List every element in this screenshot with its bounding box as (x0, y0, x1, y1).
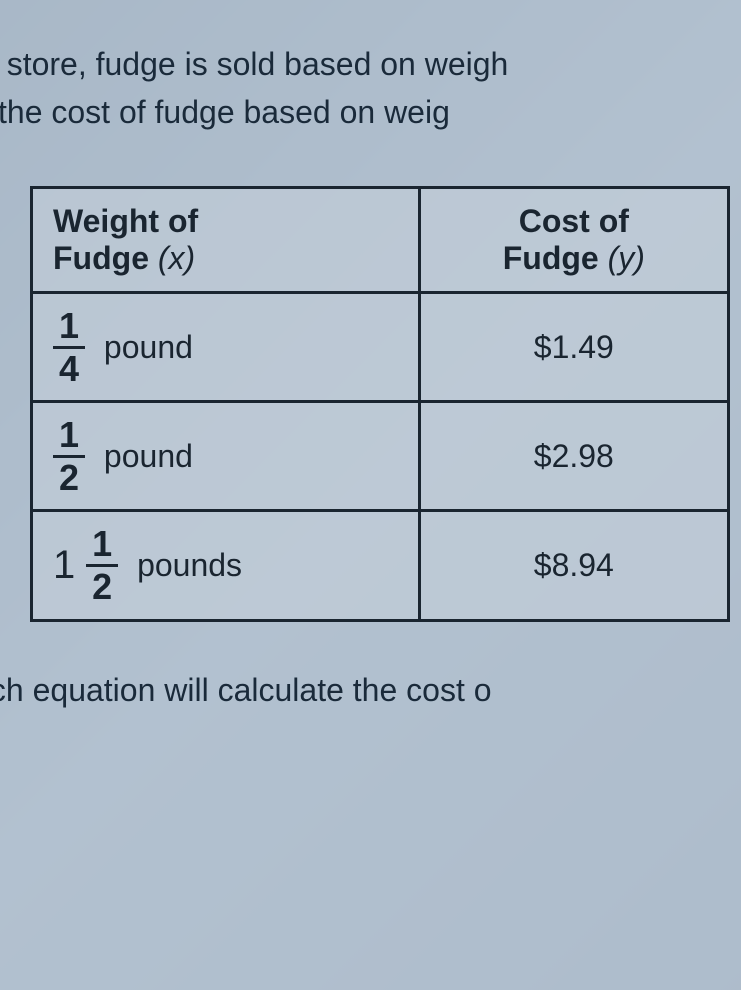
weight-unit: pound (104, 438, 193, 475)
weight-cell: 1 2 pound (32, 402, 420, 511)
denominator: 2 (53, 458, 85, 498)
fraction: 1 2 (86, 524, 118, 606)
weight-unit: pounds (137, 547, 242, 584)
weight-header-var: (x) (158, 240, 195, 276)
question-intro: a store, fudge is sold based on weigh ws… (0, 30, 741, 166)
numerator: 1 (53, 306, 85, 349)
question-line-2: ws the cost of fudge based on weig (0, 88, 741, 136)
cost-cell: $8.94 (419, 511, 728, 620)
cost-cell: $1.49 (419, 293, 728, 402)
weight-header-label: Weight of (53, 203, 198, 239)
table-row: 1 2 pound $2.98 (32, 402, 729, 511)
table-row: 1 4 pound $1.49 (32, 293, 729, 402)
cost-header: Cost of Fudge (y) (419, 188, 728, 293)
bottom-question: hich equation will calculate the cost o (0, 672, 741, 709)
denominator: 4 (53, 349, 85, 389)
table-header-row: Weight of Fudge (x) Cost of Fudge (y) (32, 188, 729, 293)
weight-unit: pound (104, 329, 193, 366)
cost-header-var: (y) (608, 240, 645, 276)
weight-cell: 1 1 2 pounds (32, 511, 420, 620)
numerator: 1 (53, 415, 85, 458)
mixed-whole: 1 (53, 543, 75, 588)
fraction: 1 2 (53, 415, 85, 497)
denominator: 2 (86, 567, 118, 607)
weight-header-sub: Fudge (53, 240, 149, 276)
fudge-cost-table: Weight of Fudge (x) Cost of Fudge (y) 1 … (30, 186, 730, 622)
fraction: 1 4 (53, 306, 85, 388)
cost-header-sub: Fudge (503, 240, 599, 276)
cost-header-label: Cost of (519, 203, 629, 239)
numerator: 1 (86, 524, 118, 567)
page-content: a store, fudge is sold based on weigh ws… (0, 0, 741, 990)
table-row: 1 1 2 pounds $8.94 (32, 511, 729, 620)
cost-cell: $2.98 (419, 402, 728, 511)
question-line-1: a store, fudge is sold based on weigh (0, 40, 741, 88)
weight-cell: 1 4 pound (32, 293, 420, 402)
weight-header: Weight of Fudge (x) (32, 188, 420, 293)
